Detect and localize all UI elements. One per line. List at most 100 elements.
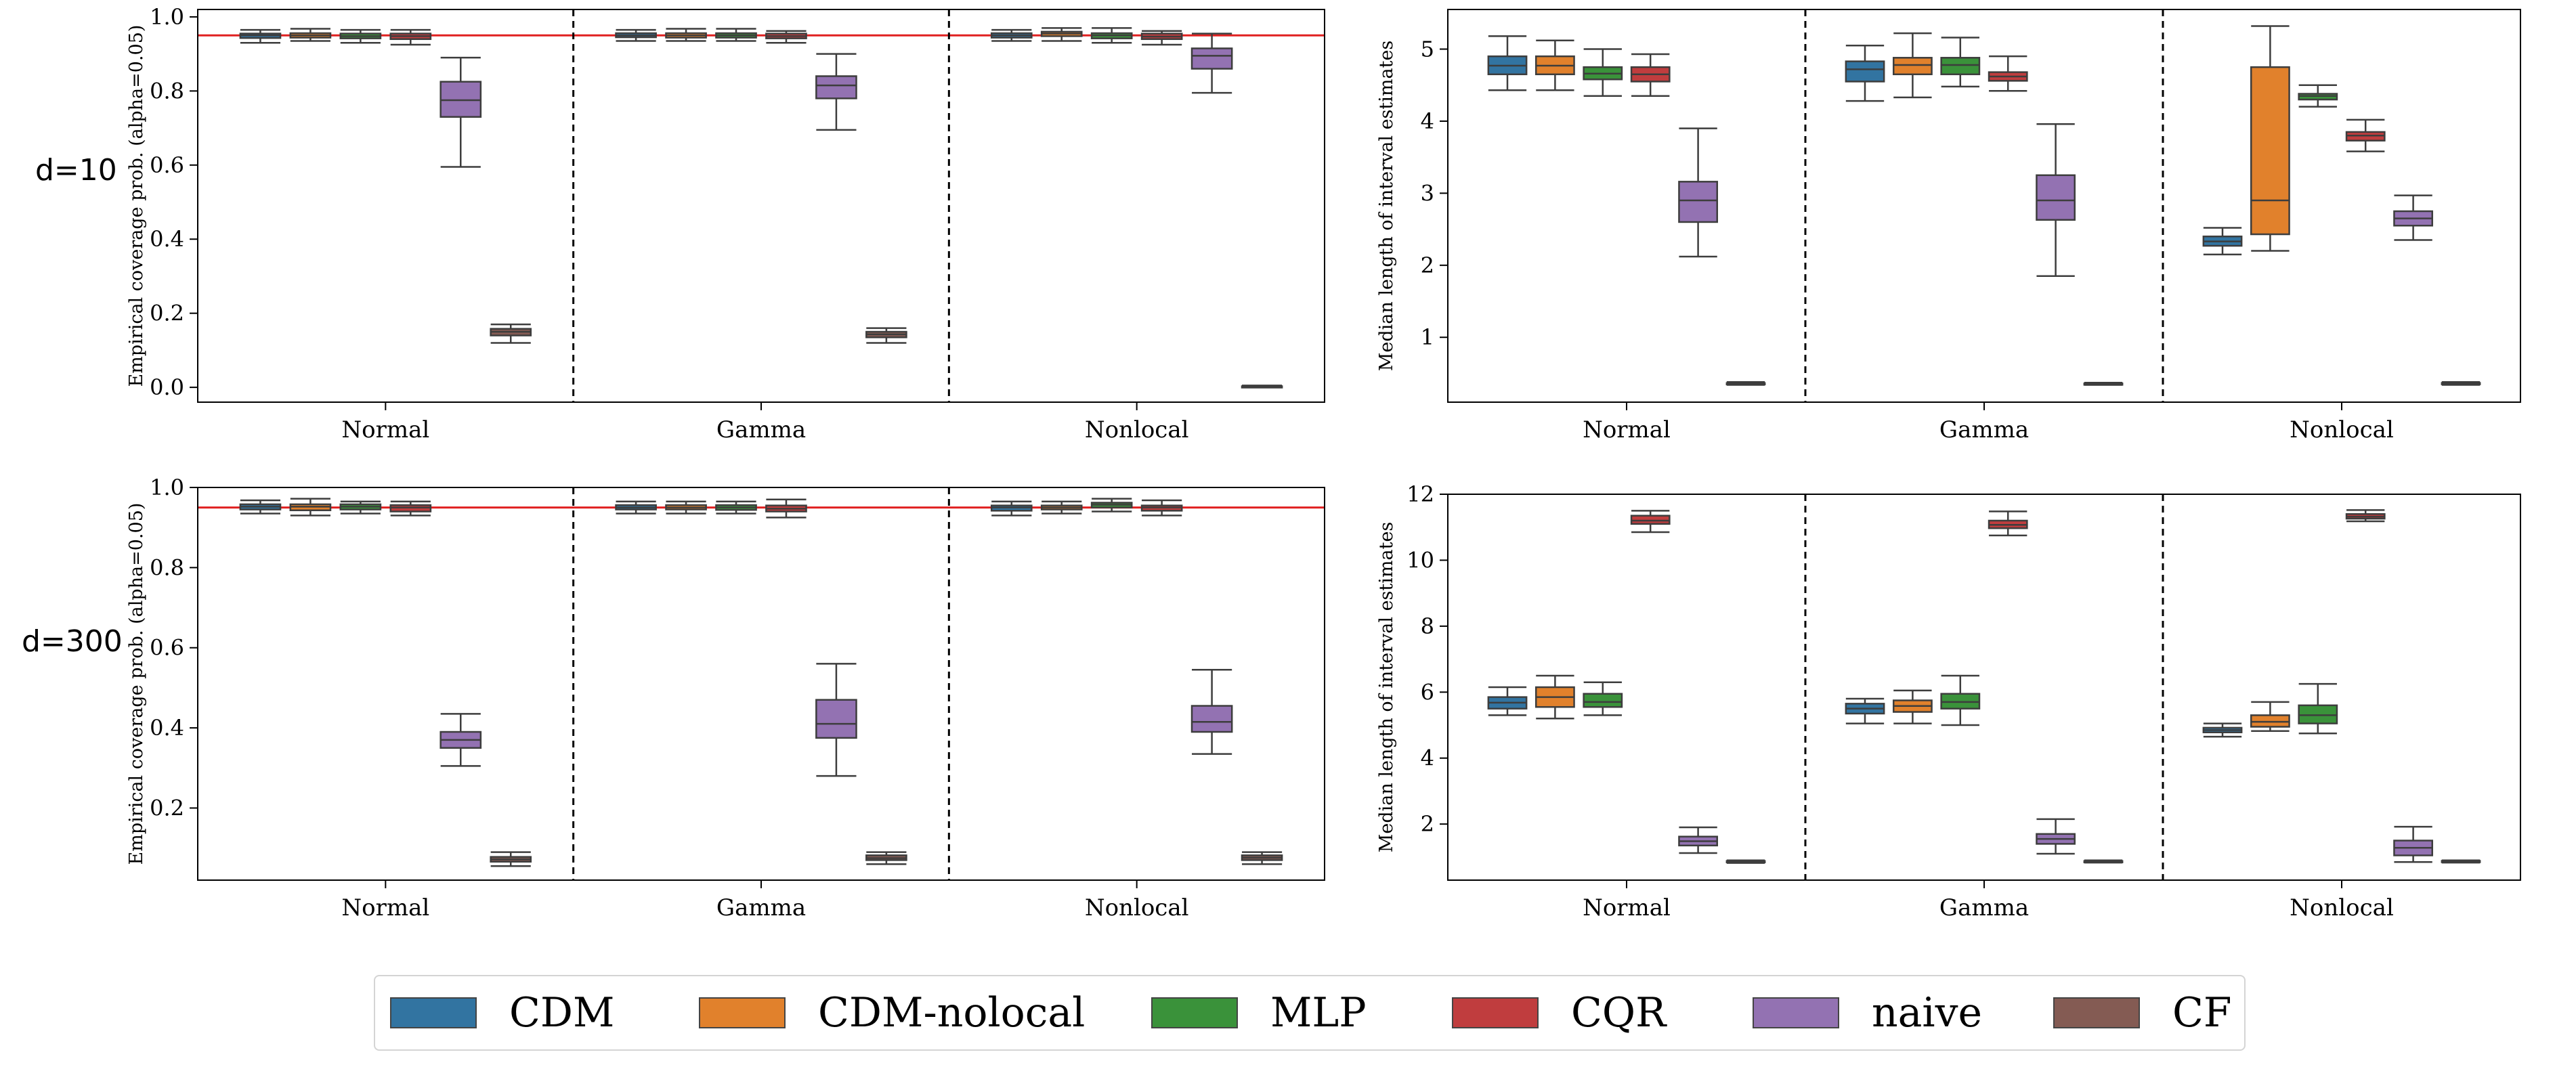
legend-item-cdm: CDM — [390, 976, 614, 1049]
row-label-d10: d=10 — [35, 153, 117, 188]
box-iqr — [815, 699, 857, 739]
legend-swatch-mlp — [1151, 997, 1238, 1028]
legend-label-cf: CF — [2172, 989, 2232, 1037]
box-cf-gamma — [865, 327, 907, 344]
box-cdm-nolocal-gamma — [1892, 32, 1933, 99]
legend: CDM CDM-nolocal MLP CQR naive CF — [374, 975, 2246, 1051]
box-iqr — [1845, 60, 1885, 83]
box-cdm-nolocal-nonlocal — [2250, 701, 2290, 733]
box-mlp-gamma — [1940, 37, 1981, 88]
box-cdm-nolocal-normal — [1534, 39, 1575, 91]
box-cqr-gamma — [1988, 510, 2028, 537]
box-iqr — [1940, 57, 1981, 76]
box-cf-normal — [1725, 380, 1766, 386]
plot-frame — [1447, 494, 2521, 881]
y-tick-label: 6 — [1421, 679, 1434, 705]
box-cf-nonlocal — [1241, 385, 1283, 389]
x-tick-label-gamma: Gamma — [716, 894, 806, 921]
box-cdm-nonlocal — [990, 28, 1033, 42]
x-tick-label-nonlocal: Nonlocal — [2290, 894, 2394, 921]
legend-label-cqr: CQR — [1571, 989, 1667, 1037]
box-cf-gamma — [2083, 382, 2124, 386]
box-cqr-nonlocal — [2345, 509, 2386, 523]
box-cf-normal — [490, 323, 532, 344]
box-mlp-gamma — [1940, 674, 1981, 726]
box-cqr-normal — [1630, 510, 1671, 534]
y-tick-label: 1.0 — [150, 475, 184, 500]
box-cdm-nolocal-gamma — [665, 28, 707, 42]
box-naive-nonlocal — [1190, 32, 1233, 94]
y-tick-label: 0.2 — [150, 795, 184, 821]
box-cqr-gamma — [1988, 55, 2028, 92]
x-tick-label-gamma: Gamma — [1939, 416, 2029, 443]
y-tick-label: 3 — [1421, 180, 1434, 206]
y-tick-label: 0.4 — [150, 715, 184, 741]
box-naive-normal — [439, 56, 482, 168]
box-cdm-normal — [1487, 686, 1528, 716]
x-tick-label-gamma: Gamma — [716, 416, 806, 443]
box-cdm-nolocal-nonlocal — [1040, 500, 1083, 515]
box-mlp-nonlocal — [1090, 498, 1133, 513]
box-iqr — [1583, 693, 1623, 708]
box-naive-normal — [1678, 826, 1719, 854]
y-tick-label: 1.0 — [150, 4, 184, 30]
x-tick-label-gamma: Gamma — [1939, 894, 2029, 921]
box-cdm-nolocal-nonlocal — [1040, 27, 1083, 42]
box-cqr-normal — [1630, 53, 1671, 97]
box-cdm-nonlocal — [2202, 227, 2243, 256]
length-chart-d10: 1 2 3 4 5 Normal Gamma Nonlocal Median length of… — [1376, 9, 2521, 443]
x-tick-label-normal: Normal — [1583, 894, 1671, 921]
plot-frame — [197, 487, 1325, 881]
legend-label-cdm-nolocal: CDM-nolocal — [818, 989, 1086, 1037]
box-cdm-normal — [239, 499, 282, 515]
box-iqr — [1892, 57, 1933, 76]
box-mlp-gamma — [715, 500, 757, 515]
box-cdm-gamma — [1845, 697, 1885, 724]
box-iqr — [1190, 705, 1233, 733]
box-cdm-nolocal-normal — [289, 28, 332, 42]
x-tick-label-nonlocal: Nonlocal — [1085, 894, 1189, 921]
box-iqr — [815, 75, 857, 100]
legend-swatch-cdm — [390, 997, 477, 1028]
legend-swatch-cdm-nolocal — [699, 997, 786, 1028]
y-tick-label: 0.8 — [150, 78, 184, 104]
box-cdm-nolocal-nonlocal — [2250, 25, 2290, 252]
box-cdm-nonlocal — [990, 500, 1033, 517]
legend-item-cdm-nolocal: CDM-nolocal — [699, 976, 1085, 1049]
box-mlp-normal — [339, 500, 382, 515]
box-naive-nonlocal — [1190, 669, 1233, 755]
box-cf-nonlocal — [1241, 851, 1283, 865]
box-cdm-gamma — [1845, 44, 1885, 102]
box-cqr-gamma — [765, 498, 807, 519]
box-naive-normal — [439, 713, 482, 767]
box-mlp-gamma — [715, 28, 757, 42]
coverage-chart-d300: 0.2 0.4 0.6 0.8 1.0 Normal Gamma Nonlocal Empiri… — [126, 475, 1325, 921]
x-tick-label-normal: Normal — [341, 416, 429, 443]
box-iqr — [2036, 174, 2076, 221]
y-axis-label: Empirical coverage prob. (alpha=0.05) — [126, 503, 147, 865]
box-mlp-nonlocal — [2298, 84, 2338, 108]
box-naive-gamma — [815, 53, 857, 131]
box-cdm-nonlocal — [2202, 722, 2243, 738]
y-axis-label: Median length of interval estimates — [1376, 41, 1397, 372]
length-chart-d300: 2 4 6 8 10 12 Normal Gamma Nonlocal Median length… — [1376, 481, 2521, 921]
box-cf-nonlocal — [2441, 380, 2481, 386]
box-cdm-normal — [1487, 35, 1528, 91]
y-tick-label: 4 — [1421, 108, 1434, 134]
y-axis-label: Median length of interval estimates — [1376, 522, 1397, 853]
legend-item-mlp: MLP — [1151, 976, 1367, 1049]
box-cf-gamma — [865, 851, 907, 865]
box-cdm-nolocal-normal — [1534, 674, 1575, 720]
box-mlp-nonlocal — [1090, 27, 1133, 44]
y-tick-label: 12 — [1407, 481, 1434, 507]
y-tick-label: 1 — [1421, 324, 1434, 350]
row-label-d300: d=300 — [22, 624, 123, 659]
legend-item-cf: CF — [2053, 976, 2232, 1049]
box-naive-gamma — [2036, 818, 2076, 855]
box-cqr-nonlocal — [2345, 118, 2386, 152]
box-naive-nonlocal — [2393, 825, 2434, 863]
box-cf-gamma — [2083, 859, 2124, 864]
y-tick-label: 0.6 — [150, 152, 184, 178]
box-naive-gamma — [815, 663, 857, 777]
x-tick-label-nonlocal: Nonlocal — [1085, 416, 1189, 443]
